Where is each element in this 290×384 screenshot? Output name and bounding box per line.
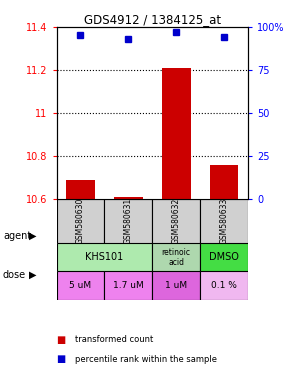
Bar — [104, 199, 152, 243]
Bar — [104, 271, 152, 300]
Bar — [57, 243, 152, 271]
Text: KHS101: KHS101 — [85, 252, 124, 262]
Text: retinoic
acid: retinoic acid — [162, 248, 191, 267]
Text: GSM580630: GSM580630 — [76, 198, 85, 244]
Text: ▶: ▶ — [29, 231, 37, 241]
Text: ▶: ▶ — [29, 270, 37, 280]
Text: 1.7 uM: 1.7 uM — [113, 281, 144, 290]
Text: ■: ■ — [57, 354, 66, 364]
Bar — [152, 199, 200, 243]
Text: 5 uM: 5 uM — [69, 281, 92, 290]
Bar — [66, 180, 95, 199]
Bar — [200, 199, 248, 243]
Bar — [114, 197, 143, 199]
Title: GDS4912 / 1384125_at: GDS4912 / 1384125_at — [84, 13, 221, 26]
Bar — [152, 271, 200, 300]
Bar — [162, 68, 191, 199]
Text: 1 uM: 1 uM — [165, 281, 187, 290]
Text: DMSO: DMSO — [209, 252, 239, 262]
Text: dose: dose — [3, 270, 26, 280]
Text: ■: ■ — [57, 335, 66, 345]
Bar — [210, 165, 238, 199]
Bar — [152, 243, 200, 271]
Text: transformed count: transformed count — [75, 335, 154, 344]
Text: GSM580633: GSM580633 — [220, 198, 229, 244]
Text: agent: agent — [3, 231, 31, 241]
Text: GSM580631: GSM580631 — [124, 198, 133, 244]
Bar — [57, 199, 104, 243]
Bar — [57, 271, 104, 300]
Text: percentile rank within the sample: percentile rank within the sample — [75, 354, 218, 364]
Text: 0.1 %: 0.1 % — [211, 281, 237, 290]
Bar — [200, 271, 248, 300]
Text: GSM580632: GSM580632 — [172, 198, 181, 244]
Bar — [200, 243, 248, 271]
